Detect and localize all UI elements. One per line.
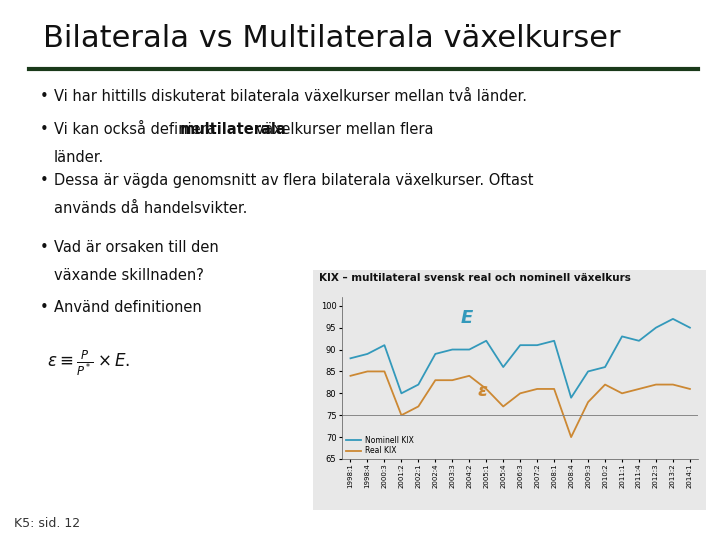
Text: Vad är orsaken till den: Vad är orsaken till den [54,240,219,255]
Text: Dessa är vägda genomsnitt av flera bilaterala växelkurser. Oftast: Dessa är vägda genomsnitt av flera bilat… [54,173,534,188]
Text: multilaterala: multilaterala [180,122,287,137]
Text: KIX – multilateral svensk real och nominell växelkurs: KIX – multilateral svensk real och nomin… [319,273,631,283]
Text: Vi kan också definiera: Vi kan också definiera [54,122,220,137]
Text: $\varepsilon \equiv \frac{P}{P^*} \times E.$: $\varepsilon \equiv \frac{P}{P^*} \times… [47,348,130,378]
Text: •: • [40,300,48,315]
Text: används då handelsvikter.: används då handelsvikter. [54,201,248,216]
Text: E: E [461,309,473,327]
Text: länder.: länder. [54,150,104,165]
Text: växelkurser mellan flera: växelkurser mellan flera [251,122,433,137]
Text: K5: sid. 12: K5: sid. 12 [14,517,81,530]
Text: •: • [40,122,48,137]
Text: Vi har hittills diskuterat bilaterala växelkurser mellan två länder.: Vi har hittills diskuterat bilaterala vä… [54,89,527,104]
Text: växande skillnaden?: växande skillnaden? [54,268,204,284]
Text: •: • [40,240,48,255]
Text: Bilaterala vs Multilaterala växelkurser: Bilaterala vs Multilaterala växelkurser [43,24,621,53]
Text: Använd definitionen: Använd definitionen [54,300,202,315]
Text: •: • [40,173,48,188]
Text: •: • [40,89,48,104]
Text: ε: ε [478,382,487,400]
Legend: Nominell KIX, Real KIX: Nominell KIX, Real KIX [346,436,414,455]
